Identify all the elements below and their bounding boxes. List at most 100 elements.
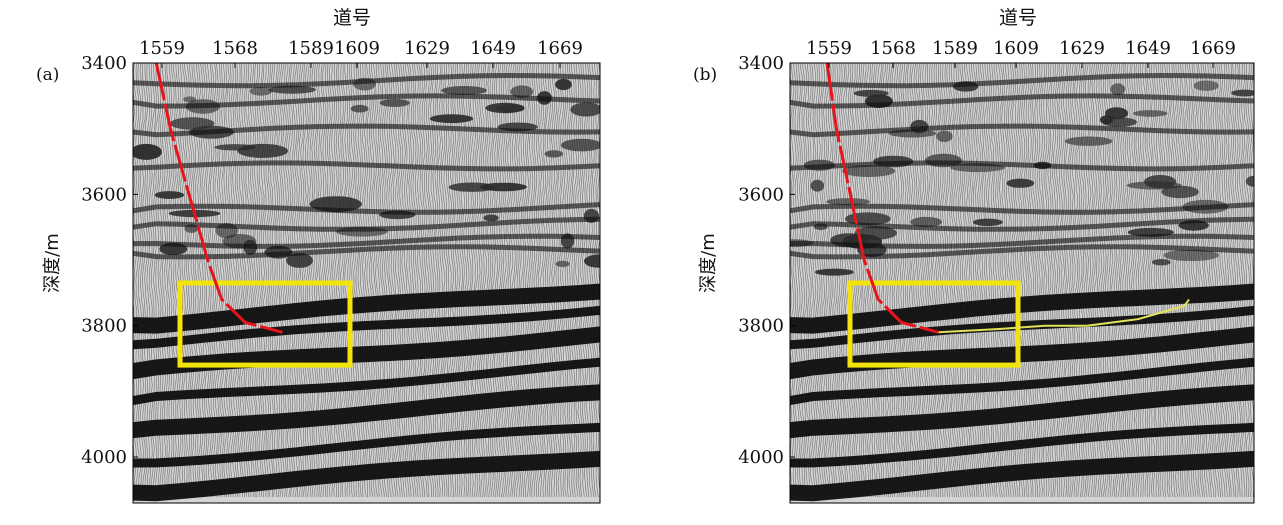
wiggle-traces [790,63,1254,498]
y-axis-title: 深度/m [698,233,719,293]
y-tick-label: 3600 [738,184,784,205]
x-tick-label: 1559 [139,38,185,59]
reflector-band [790,422,1254,468]
reflector-patch [555,78,572,91]
reflector-patch [154,191,185,199]
x-axis-title: 道号 [333,7,371,29]
reflector-patch [1231,89,1254,97]
plot-frame [132,62,601,504]
panel-a: 1559 1568 1589 1609 1629 1649 1669 3400 3600 3800… [36,7,601,504]
x-tick-label: 1669 [537,38,583,59]
reflector-band [790,123,1254,138]
x-tick-label: 1649 [470,38,516,59]
x-tick-label: 1559 [806,38,852,59]
reflector-patch [249,87,272,96]
well-trajectory [154,62,283,334]
reflector-band [133,244,600,260]
y-axis-title: 深度/m [42,233,63,293]
reflector-patch [910,216,943,228]
reflector-band [133,216,600,232]
reflector-band [133,450,600,502]
reflector-patch [1132,110,1168,117]
reflector-band [133,233,600,249]
reflector-patch [379,98,410,107]
reflector-band [133,283,600,334]
reflector-patch [1245,175,1254,187]
reflector-patch [853,89,889,97]
reflector-patch [441,86,488,95]
x-tick-label: 1629 [1059,38,1105,59]
reflector-patch [1163,249,1219,261]
reflector-band [790,450,1254,502]
y-tick-label: 4000 [738,447,784,468]
reflector-patch [1101,117,1137,127]
x-tick-label: 1589 [932,38,978,59]
reflector-patch [1064,136,1113,146]
reflector-band [133,72,600,89]
y-tick-label: 3600 [81,184,127,205]
y-tick-label: 3800 [738,316,784,337]
reflector-patch [483,214,499,222]
reflector-band [790,357,1254,406]
horizon-line [938,298,1190,334]
reflector-band [790,160,1254,172]
reflector-band [790,233,1254,249]
reflector-patch [1161,185,1199,199]
reflector-patch [1006,178,1035,188]
plot-frame [789,62,1255,504]
reflector-band [133,93,600,109]
reflector-patch [1105,107,1128,120]
reflector-patch [814,268,854,276]
reflector-band [133,422,600,468]
reflector-band [133,160,600,172]
reflector-band [790,93,1254,109]
reflector-patch [429,114,474,124]
reflector-band [790,216,1254,232]
highlight-box [847,280,1021,368]
reflector-patch [133,143,162,160]
reflector-patch [183,96,197,103]
reflector-band [790,72,1254,89]
reflector-patch [583,254,600,268]
reflector-band [790,305,1254,350]
reflector-patch [1110,83,1126,96]
reflector-patch [972,218,1003,226]
reflector-patch [485,102,525,114]
reflector-band [133,357,600,406]
well-trajectory [825,62,939,334]
x-axis-title: 道号 [999,7,1037,29]
reflector-patch [286,253,313,268]
reflector-patch [1144,175,1177,189]
reflector-band [790,384,1254,439]
reflector-patch [555,260,570,267]
seismic-section [133,63,600,502]
reflector-band [133,384,600,439]
reflector-patch [1152,259,1171,266]
reflector-patch [936,130,953,142]
panel-b: 1559 1568 1589 1609 1629 1649 1669 3400 3600 3800… [693,7,1255,504]
reflector-patch [854,226,897,240]
y-tick-label: 3400 [81,53,127,74]
x-tick-label: 1629 [404,38,450,59]
reflector-band [790,244,1254,260]
reflector-band [133,123,600,138]
y-tick-label: 3400 [738,53,784,74]
x-tick-label: 1568 [870,38,916,59]
reflector-patch [842,165,896,177]
reflector-patch [826,198,871,206]
reflector-patch [1193,80,1219,91]
reflector-patch [560,138,600,152]
x-tick-label: 1589 [288,38,334,59]
reflector-patch [570,102,600,117]
x-tick-label: 1669 [1190,38,1236,59]
reflector-patch [544,150,564,158]
y-tick-label: 3800 [81,316,127,337]
highlight-box [177,280,353,368]
reflector-patch [480,182,527,192]
wiggle-traces [133,63,600,498]
reflector-patch [350,104,369,113]
reflector-band [790,202,1254,215]
reflector-patch [169,117,215,130]
y-tick-label: 4000 [81,447,127,468]
